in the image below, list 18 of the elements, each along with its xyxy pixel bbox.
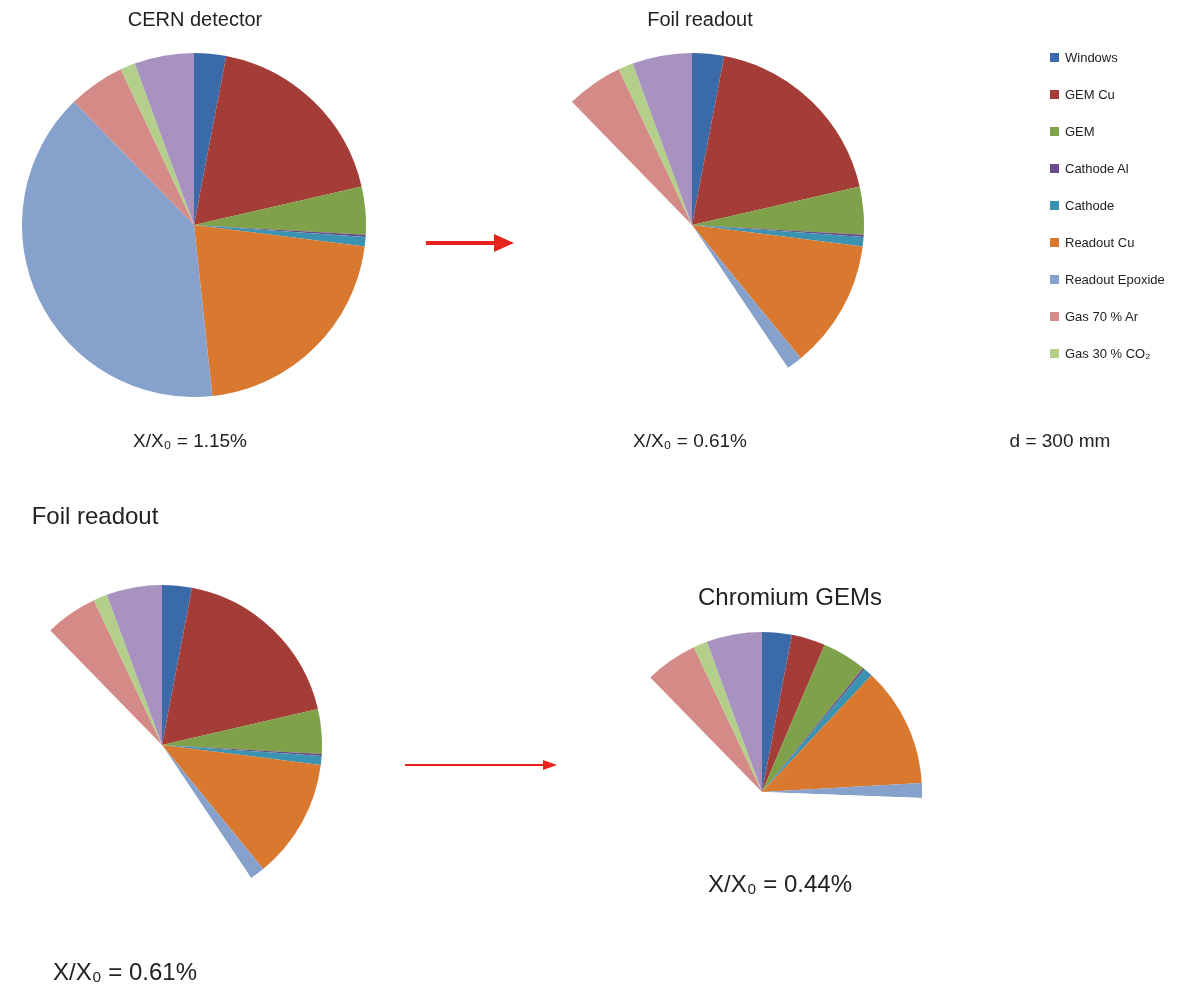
legend-label: GEM (1065, 124, 1095, 139)
chart-title: Chromium GEMs (697, 583, 883, 611)
text: d = 300 mm (1009, 430, 1111, 452)
text: X/X₀ = 0.61% (52, 958, 198, 986)
legend-label: GEM Cu (1065, 87, 1115, 102)
legend-label: Cathode (1065, 198, 1115, 213)
legend-label: Cathode Al (1065, 161, 1129, 176)
legend-label: Readout Cu (1065, 235, 1135, 250)
legend-label: Gas 30 % CO₂ (1065, 346, 1151, 361)
chart-title: Foil readout (31, 502, 159, 530)
text: X/X₀ = 1.15% (132, 430, 248, 452)
chart-title: CERN detector (127, 8, 263, 31)
chart-title: Foil readout (647, 8, 753, 31)
legend-label: Readout Epoxide (1065, 272, 1165, 287)
text: X/X₀ = 0.61% (632, 430, 748, 452)
legend-label: Gas 70 % Ar (1065, 309, 1138, 324)
text: X/X₀ = 0.44% (707, 870, 853, 898)
legend-label: Windows (1065, 50, 1118, 65)
